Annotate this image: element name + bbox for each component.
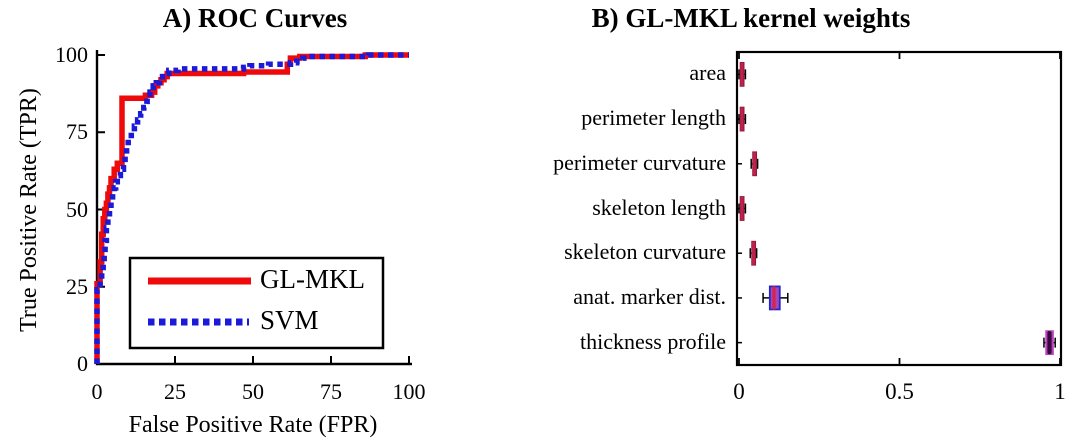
panel-b-x-tick-label: 1 bbox=[1054, 379, 1066, 404]
category-label: area bbox=[689, 60, 726, 86]
legend-label-svm: SVM bbox=[260, 305, 319, 335]
category-label: thickness profile bbox=[579, 328, 726, 354]
panel-a-y-tick-label: 25 bbox=[66, 273, 88, 299]
category-label: perimeter length bbox=[581, 105, 726, 131]
category-label: anat. marker dist. bbox=[573, 283, 726, 309]
category-label: skeleton length bbox=[592, 194, 726, 220]
category-label: skeleton curvature bbox=[564, 239, 726, 265]
panel-a-title: A) ROC Curves bbox=[162, 3, 348, 33]
roc-curve-svm bbox=[94, 52, 409, 364]
panel-a-y-tick-label: 100 bbox=[55, 42, 88, 67]
panel-a-x-tick-label: 0 bbox=[91, 379, 103, 404]
roc-curve-gl-mkl bbox=[94, 52, 409, 364]
panel-a-x-tick-label: 100 bbox=[392, 379, 426, 404]
panel-b-x-tick-label: 0.5 bbox=[885, 379, 914, 404]
panel-a-x-tick-label: 75 bbox=[320, 379, 342, 404]
legend-label-glmkl: GL-MKL bbox=[260, 264, 365, 294]
panel-b-frame bbox=[735, 50, 1063, 367]
panel-a-x-tick-label: 50 bbox=[242, 379, 264, 404]
panel-a-x-tick-label: 25 bbox=[164, 379, 186, 404]
panel-b-x-tick-label: 0 bbox=[733, 379, 745, 404]
category-label: perimeter curvature bbox=[553, 149, 726, 175]
panel-a-y-tick-label: 0 bbox=[77, 351, 88, 376]
panel-a-y-tick-label: 75 bbox=[66, 119, 88, 145]
panel-a-x-axis-label: False Positive Rate (FPR) bbox=[128, 412, 378, 438]
legend-box bbox=[128, 256, 385, 350]
panel-b-title: B) GL-MKL kernel weights bbox=[591, 3, 911, 33]
panel-a-y-tick-label: 50 bbox=[66, 196, 88, 222]
